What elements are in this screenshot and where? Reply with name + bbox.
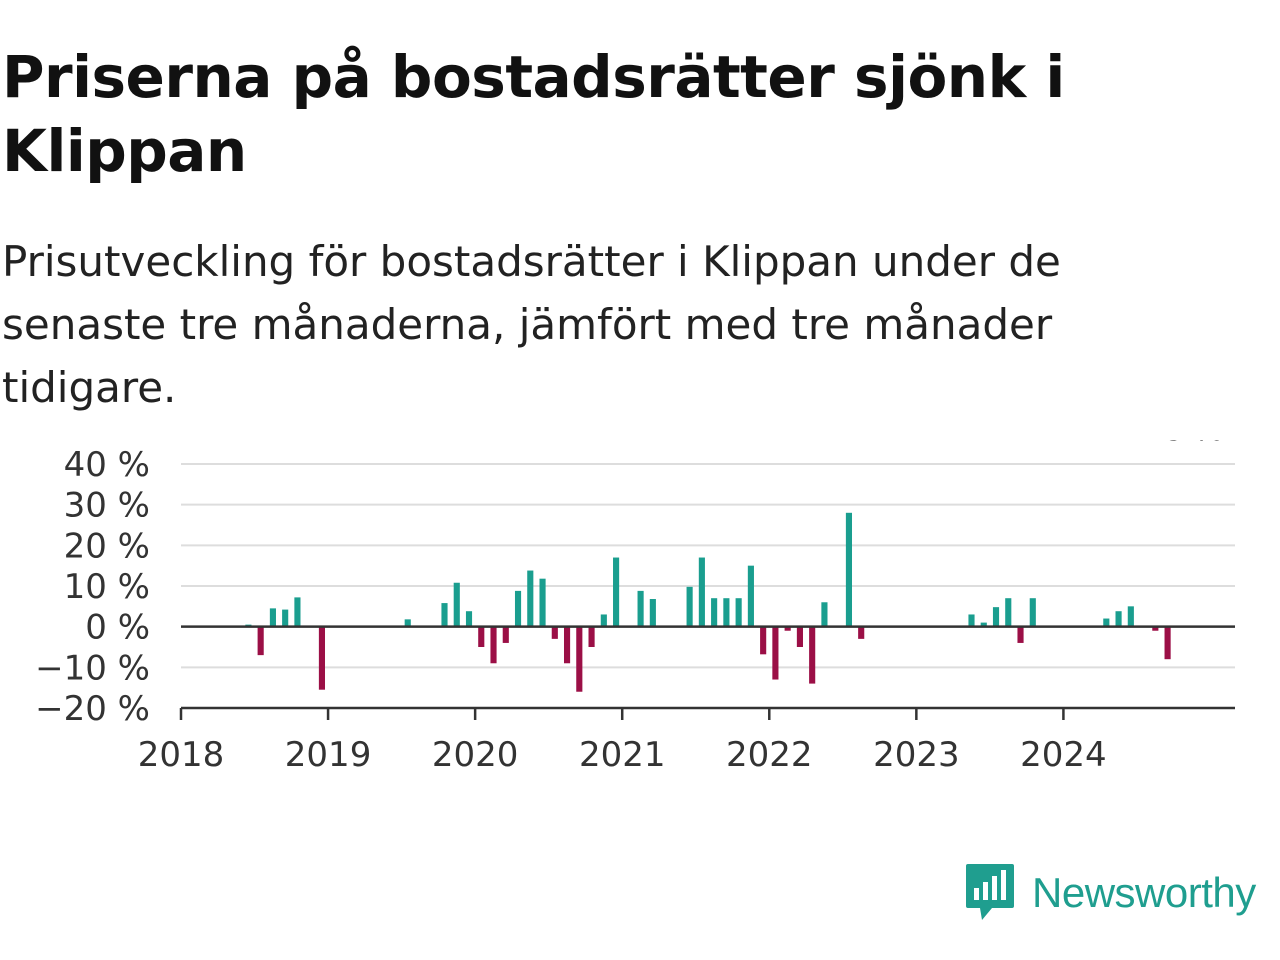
bar (809, 626, 816, 684)
bar (845, 512, 853, 627)
bar (1103, 618, 1110, 627)
page-title: Priserna på bostadsrätter sjönk i Klippa… (2, 43, 1065, 185)
bar (404, 619, 411, 627)
y-axis-labels: 40 %30 %20 %10 %0 %−10 %−20 % (35, 445, 150, 729)
bar (1017, 626, 1024, 643)
bar (576, 626, 583, 692)
chart-bars (245, 512, 1171, 692)
bar (747, 565, 754, 627)
bar (1115, 611, 1122, 627)
bar (735, 598, 742, 627)
bar (1005, 598, 1012, 627)
x-tick-label: 2019 (285, 735, 372, 775)
bar (980, 622, 987, 627)
bar (490, 626, 497, 664)
chart-gridlines (181, 463, 1235, 669)
bar (821, 602, 828, 627)
bar (723, 598, 730, 627)
bar (527, 570, 534, 627)
bar (992, 607, 1000, 627)
bar (686, 586, 693, 627)
bar (649, 599, 656, 627)
bar (318, 626, 326, 690)
bar (441, 603, 448, 627)
newsworthy-logo-icon (966, 864, 1014, 920)
bar (294, 597, 301, 627)
bar (711, 598, 718, 627)
x-tick-label: 2018 (138, 735, 225, 775)
bar (282, 609, 289, 627)
bar (968, 614, 975, 627)
bar (858, 626, 865, 639)
x-axis-labels: 2018 2019 2020 2021 2022 2023 2024 (138, 735, 1107, 775)
bar (453, 582, 460, 627)
y-tick-label: 30 % (64, 486, 150, 526)
y-tick-label: 10 % (64, 567, 150, 607)
brand-name: Newsworthy (1032, 869, 1256, 916)
bar (514, 590, 522, 627)
last-value-label: −8 % (1136, 440, 1224, 448)
bar (563, 626, 571, 664)
x-tick-label: 2023 (873, 735, 960, 775)
bar (613, 557, 620, 627)
y-tick-label: −20 % (35, 689, 150, 729)
y-tick-label: −10 % (35, 648, 150, 688)
page-subtitle: Prisutveckling för bostadsrätter i Klipp… (2, 237, 1061, 412)
bar (478, 626, 485, 647)
bar (1164, 626, 1171, 660)
bar (465, 611, 473, 627)
bar (698, 557, 705, 627)
price-change-bar-chart: 40 %30 %20 %10 %0 %−10 %−20 % 2018 2019 20… (35, 440, 1235, 775)
bar (772, 626, 779, 680)
x-tick-label: 2021 (579, 735, 666, 775)
brand-logo[interactable]: Newsworthy (964, 862, 1256, 924)
bar (796, 626, 803, 647)
x-tick-label: 2020 (432, 735, 519, 775)
bar (784, 626, 791, 631)
x-tick-label: 2022 (726, 735, 813, 775)
chart-axes (179, 625, 1235, 720)
bar (1127, 606, 1134, 627)
bar (257, 626, 264, 656)
bar (637, 590, 644, 627)
bar (760, 626, 767, 655)
x-tick-label: 2024 (1020, 735, 1107, 775)
y-tick-label: 20 % (64, 526, 150, 566)
y-tick-label: 40 % (64, 445, 150, 485)
bar (1152, 626, 1159, 631)
bar (600, 614, 607, 627)
bar (551, 626, 558, 639)
bar (269, 608, 276, 627)
bar (502, 626, 509, 643)
bar (539, 578, 546, 627)
y-tick-label: 0 % (85, 608, 150, 648)
bar (588, 626, 595, 647)
bar (1029, 598, 1036, 627)
